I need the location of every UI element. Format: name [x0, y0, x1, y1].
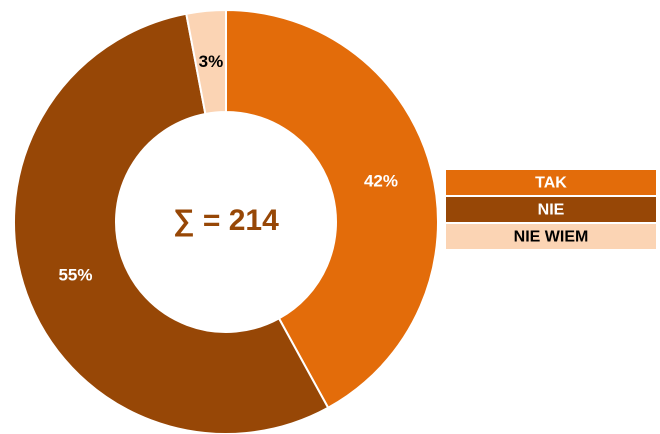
center-label: ∑ = 214: [173, 204, 279, 237]
legend-label: NIE WIEM: [514, 229, 589, 246]
legend-swatch: [446, 197, 656, 222]
legend-label: TAK: [535, 175, 567, 192]
legend-label: NIE: [538, 202, 565, 219]
legend-swatch: [446, 224, 656, 249]
donut-slice: [13, 12, 330, 434]
legend-swatch: [446, 170, 656, 195]
value-label: 42%: [364, 172, 398, 191]
value-label: 3%: [199, 52, 224, 71]
donut-slice: [225, 8, 439, 410]
donut-slice: [185, 8, 227, 116]
value-label: 55%: [58, 266, 92, 285]
